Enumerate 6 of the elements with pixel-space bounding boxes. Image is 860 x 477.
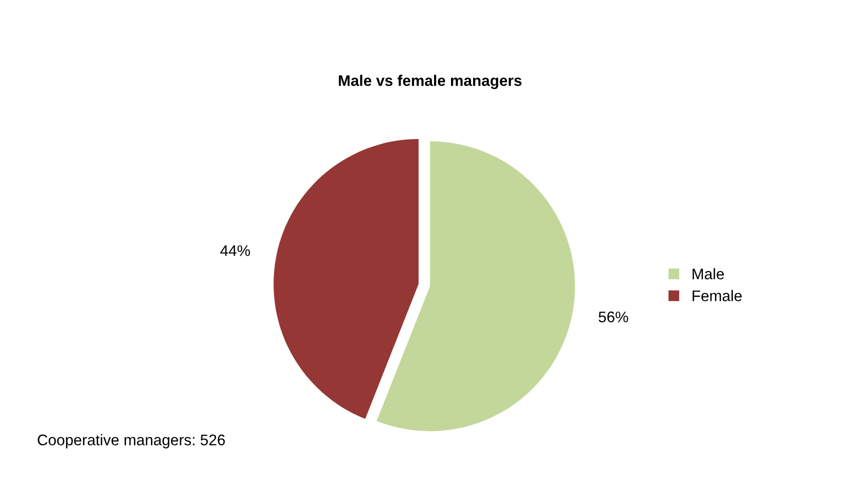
chart-title: Male vs female managers	[338, 74, 522, 90]
legend-label: Male	[692, 268, 724, 280]
data-label: 44%	[220, 245, 250, 256]
data-label: 56%	[598, 312, 628, 322]
text: Cooperative managers: 526	[38, 434, 225, 448]
legend-label: Female	[692, 290, 742, 302]
